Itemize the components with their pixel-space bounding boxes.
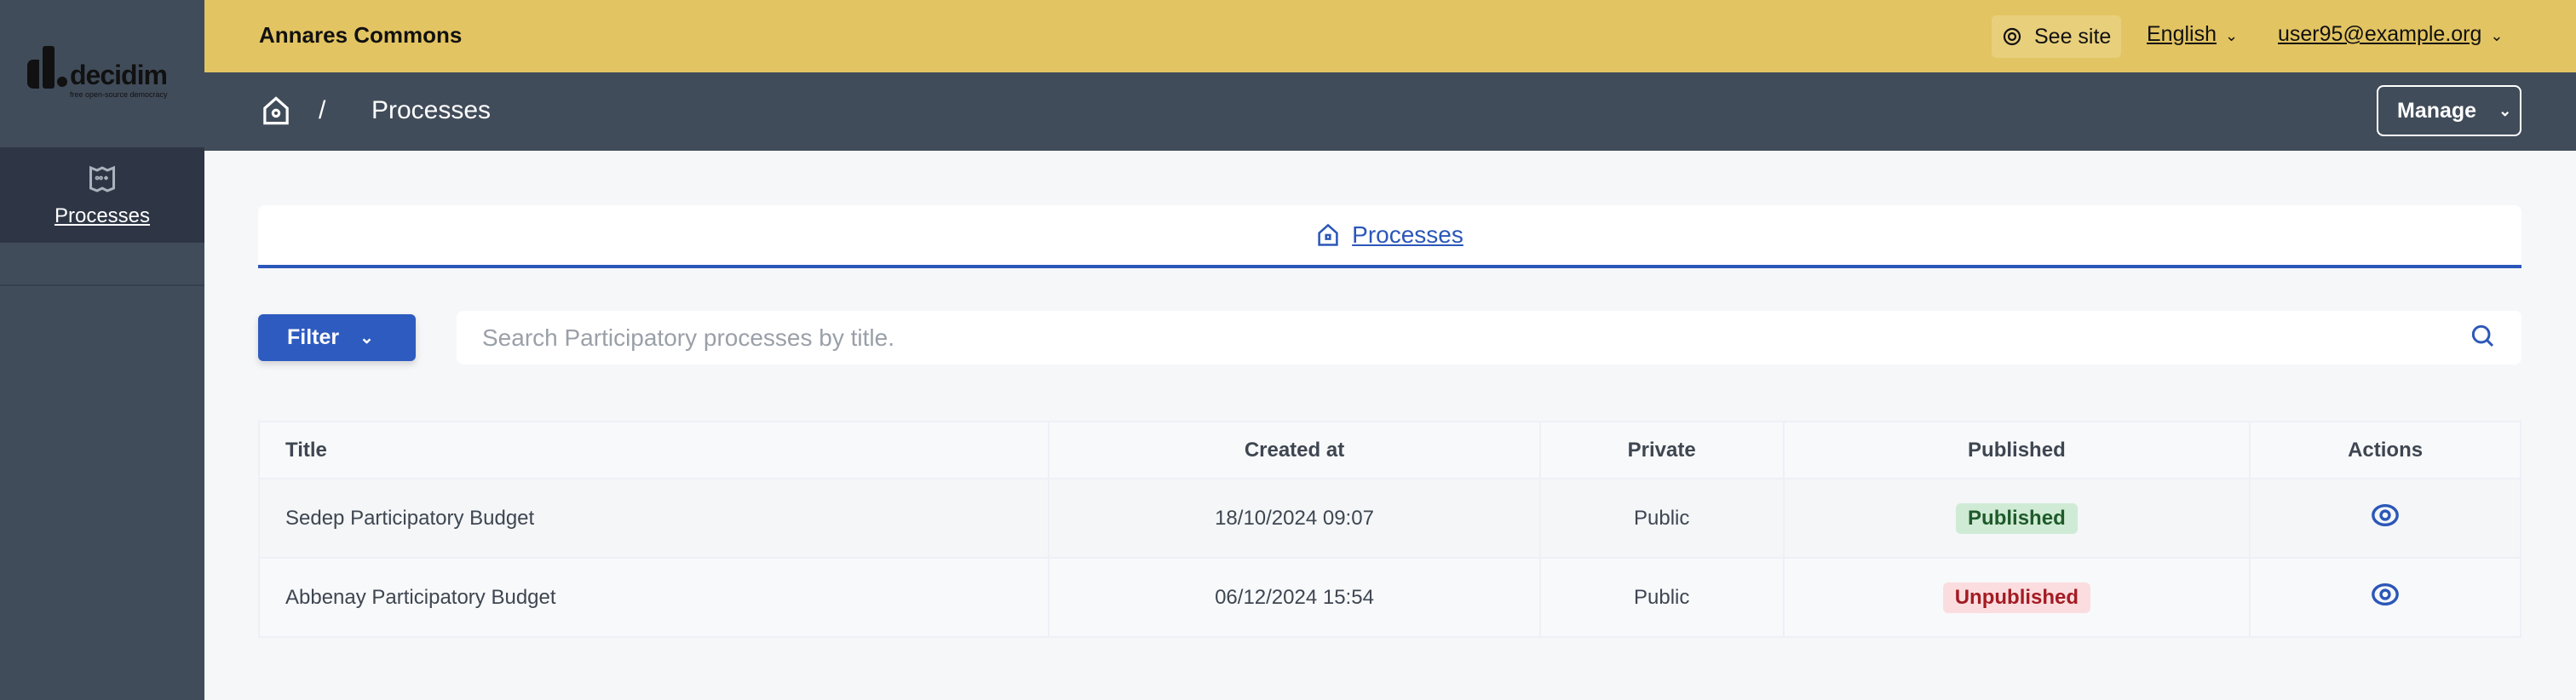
cell-published: Unpublished	[1782, 557, 2251, 638]
sidebar-item-label: Processes	[54, 204, 151, 227]
cell-title: Sedep Participatory Budget	[257, 478, 1050, 559]
table-row: Abbenay Participatory Budget 06/12/2024 …	[257, 557, 2521, 638]
chevron-down-icon: ⌄	[2225, 27, 2239, 44]
eye-icon	[2003, 27, 2021, 46]
column-header-private[interactable]: Private	[1538, 421, 1785, 479]
cell-created: 18/10/2024 09:07	[1048, 478, 1541, 559]
breadcrumb: / Processes Manage ⌄	[204, 72, 2576, 151]
cell-actions	[2249, 557, 2521, 638]
eye-icon[interactable]	[2371, 501, 2400, 530]
status-badge: Published	[1956, 502, 2078, 534]
cell-title: Abbenay Participatory Budget	[257, 557, 1050, 638]
sidebar: decidim free open-source democracy Proce…	[0, 0, 204, 700]
cell-private: Public	[1538, 557, 1785, 638]
divider	[0, 284, 204, 286]
cell-actions	[2249, 478, 2521, 559]
sidebar-item-processes[interactable]: Processes	[0, 147, 204, 243]
table-header: Title Created at Private Published Actio…	[257, 421, 2521, 479]
status-badge: Unpublished	[1942, 582, 2091, 613]
user-menu[interactable]: user95@example.org ⌄	[2278, 22, 2504, 46]
table-row: Sedep Participatory Budget 18/10/2024 09…	[257, 478, 2521, 559]
column-header-title[interactable]: Title	[257, 421, 1050, 479]
language-selector[interactable]: English ⌄	[2147, 22, 2239, 46]
home-icon	[1318, 223, 1338, 246]
cell-published: Published	[1782, 478, 2251, 559]
map-icon	[89, 165, 115, 192]
chevron-down-icon: ⌄	[2498, 101, 2512, 119]
column-header-actions: Actions	[2249, 421, 2521, 479]
breadcrumb-separator: /	[319, 96, 326, 124]
processes-table: Title Created at Private Published Actio…	[257, 421, 2521, 638]
search-input[interactable]	[457, 311, 2521, 364]
column-header-published[interactable]: Published	[1782, 421, 2251, 479]
see-site-button[interactable]: See site	[1992, 15, 2121, 58]
tab-processes[interactable]: Processes	[1352, 221, 1463, 248]
chevron-down-icon: ⌄	[2490, 27, 2504, 44]
chevron-down-icon: ⌄	[359, 329, 374, 347]
search-icon[interactable]	[2469, 322, 2496, 349]
top-bar: Annares Commons See site English ⌄ user95…	[204, 0, 2576, 72]
decidim-logo[interactable]: decidim free open-source democracy	[26, 43, 179, 102]
column-header-created[interactable]: Created at	[1048, 421, 1541, 479]
organization-name: Annares Commons	[259, 22, 463, 48]
cell-private: Public	[1538, 478, 1785, 559]
manage-button[interactable]: Manage ⌄	[2377, 85, 2521, 136]
filter-button[interactable]: Filter ⌄	[258, 314, 416, 361]
eye-icon[interactable]	[2371, 580, 2400, 609]
cell-created: 06/12/2024 15:54	[1048, 557, 1541, 638]
tab-bar: Processes	[258, 205, 2521, 268]
home-gear-icon[interactable]	[261, 95, 291, 127]
breadcrumb-current: Processes	[371, 96, 492, 124]
